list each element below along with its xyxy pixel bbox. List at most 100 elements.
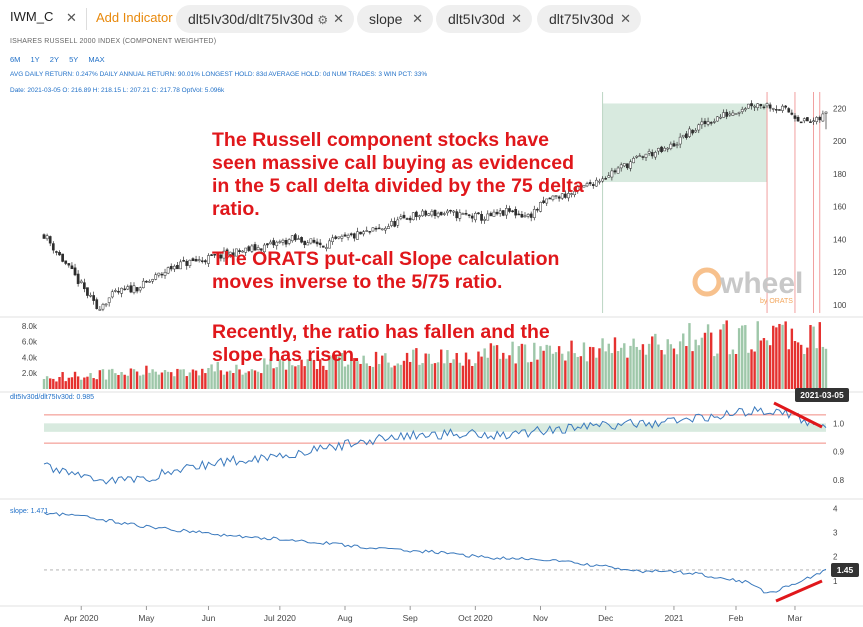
volume-bar [309, 358, 313, 389]
volume-bar [278, 359, 282, 389]
candle-body [55, 251, 58, 253]
volume-bar [365, 363, 368, 389]
candle-body [508, 208, 511, 212]
volume-bar [775, 327, 778, 389]
candle-body [442, 213, 446, 215]
candle-body [200, 260, 204, 262]
volume-bar [709, 332, 713, 389]
close-icon[interactable]: ✕ [412, 11, 423, 26]
range-max[interactable]: MAX [88, 55, 105, 64]
volume-bar [104, 379, 108, 389]
volume-bar [551, 353, 555, 389]
volume-bar [821, 346, 825, 389]
range-6m[interactable]: 6M [10, 55, 21, 64]
close-icon[interactable]: ✕ [333, 11, 344, 26]
volume-bar [647, 343, 651, 389]
range-1y[interactable]: 1Y [30, 55, 40, 64]
x-tick-label: Jul 2020 [264, 613, 296, 623]
candle-body [126, 286, 130, 290]
candle-body [455, 211, 459, 219]
candle-body [759, 104, 763, 107]
candle-body [573, 191, 576, 196]
candle-body [641, 156, 645, 158]
candle-body [107, 297, 111, 303]
candle-body [340, 235, 344, 239]
volume-bar [222, 374, 226, 389]
candle-body [188, 259, 192, 266]
candle-body [421, 210, 424, 217]
close-icon[interactable]: ✕ [511, 11, 522, 26]
volume-bar [269, 358, 272, 389]
volume-bar [346, 364, 350, 389]
volume-bar [548, 345, 552, 389]
ratio-series-line [43, 405, 827, 485]
candle-body [498, 210, 502, 214]
ratio-panel-label: dlt5Iv30d/dlt75Iv30d: 0.985 [10, 394, 94, 401]
pill-slope-indicator[interactable]: slope ✕ [357, 5, 433, 33]
volume-bar [390, 367, 393, 389]
volume-bar [197, 375, 201, 389]
volume-bar [480, 356, 483, 389]
annotation-line: The Russell component stocks have [212, 129, 550, 151]
volume-bar [520, 343, 524, 389]
volume-bar [641, 344, 645, 389]
volume-bar [201, 368, 204, 389]
candle-body [244, 247, 248, 253]
volume-bar [644, 354, 648, 389]
candle-body [98, 309, 102, 311]
volume-bar [554, 352, 558, 389]
symbol-close-icon[interactable]: ✕ [66, 10, 77, 25]
candle-body [483, 218, 487, 221]
candle-body [815, 117, 819, 122]
price-tick-label: 200 [833, 137, 847, 146]
volume-bar [176, 368, 179, 389]
range-selector: 6M 1Y 2Y 5Y MAX [10, 55, 113, 64]
candle-body [172, 265, 176, 270]
volume-bar [731, 349, 735, 389]
candle-body [436, 212, 440, 217]
symbol-label[interactable]: IWM_C [10, 9, 54, 24]
volume-bar [623, 343, 626, 389]
x-tick-label: May [138, 613, 155, 623]
volume-bar [545, 344, 548, 389]
volume-bar [489, 343, 493, 389]
volume-bar [536, 359, 539, 389]
volume-bar [247, 371, 251, 389]
volume-bar [207, 367, 210, 389]
candle-body [743, 108, 747, 111]
candle-body [778, 109, 781, 111]
volume-bar [511, 341, 514, 389]
volume-bar [73, 371, 77, 389]
volume-bar [750, 349, 753, 389]
volume-bar [55, 381, 58, 389]
gear-icon[interactable]: ⚙ [317, 13, 329, 27]
candle-body [731, 112, 735, 116]
slope-tick-label: 3 [833, 528, 838, 537]
range-2y[interactable]: 2Y [49, 55, 59, 64]
candle-body [256, 247, 260, 251]
add-indicator-button[interactable]: Add Indicator [96, 10, 173, 25]
volume-bar [356, 361, 359, 389]
candle-body [728, 113, 732, 116]
close-icon[interactable]: ✕ [620, 11, 631, 26]
pill-dlt75-indicator[interactable]: dlt75Iv30d ✕ [537, 5, 641, 33]
candle-body [337, 236, 341, 239]
volume-bar [747, 352, 750, 389]
volume-bar [95, 379, 98, 389]
candle-body [700, 121, 704, 126]
candle-body [318, 242, 322, 246]
candle-body [737, 111, 741, 114]
volume-bar [135, 371, 139, 389]
pill-ratio-indicator[interactable]: dlt5Iv30d/dlt75Iv30d ⚙ ✕ [176, 5, 354, 33]
range-5y[interactable]: 5Y [69, 55, 79, 64]
volume-bar [117, 374, 120, 389]
pill-dlt5-indicator[interactable]: dlt5Iv30d ✕ [436, 5, 532, 33]
candle-body [598, 180, 601, 183]
volume-tick-label: 2.0k [22, 369, 38, 378]
candle-body [238, 250, 241, 252]
candle-body [241, 250, 244, 253]
candle-body [784, 105, 788, 108]
volume-bar [253, 370, 257, 389]
candle-body [697, 124, 701, 131]
